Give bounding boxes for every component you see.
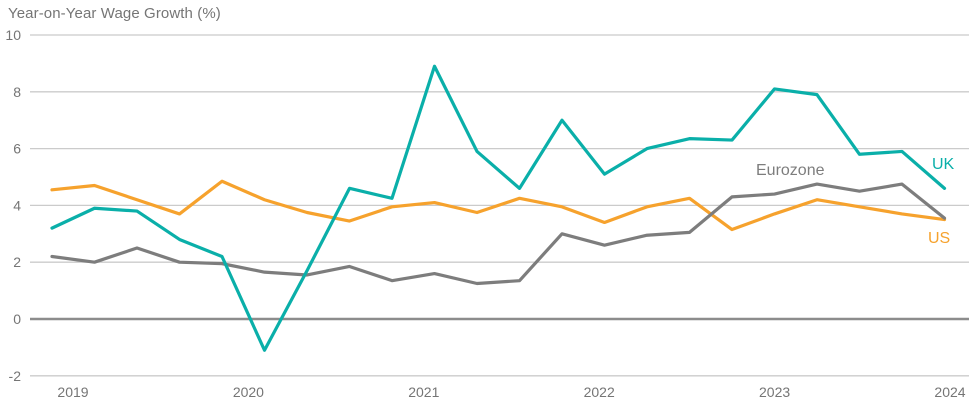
x-tick-label: 2020 [233, 384, 264, 400]
x-tick-label: 2019 [57, 384, 88, 400]
x-tick-label: 2023 [759, 384, 790, 400]
series-label-eurozone: Eurozone [756, 162, 825, 179]
x-tick-label: 2021 [408, 384, 439, 400]
y-tick-label: 4 [13, 197, 21, 213]
x-tick-label: 2022 [584, 384, 615, 400]
y-tick-label: 6 [13, 141, 21, 157]
y-tick-label: -2 [9, 368, 22, 384]
chart-title: Year-on-Year Wage Growth (%) [8, 5, 221, 22]
series-label-uk: UK [932, 156, 955, 173]
x-tick-label: 2024 [934, 384, 965, 400]
y-tick-label: 2 [13, 254, 21, 270]
series-lines [50, 64, 947, 352]
series-line-uk [50, 64, 947, 352]
y-tick-label: 8 [13, 84, 21, 100]
series-line-us [50, 179, 947, 232]
y-tick-label: 0 [13, 311, 21, 327]
series-label-us: US [928, 230, 950, 247]
y-tick-label: 10 [5, 27, 21, 43]
x-axis-tick-labels: 2019 2020 2021 2022 2023 2024 [57, 384, 965, 400]
y-axis-tick-labels: 10 8 6 4 2 0 -2 [5, 27, 21, 384]
series-end-labels: US Eurozone UK [756, 156, 955, 247]
series-line-eurozone [50, 182, 947, 286]
